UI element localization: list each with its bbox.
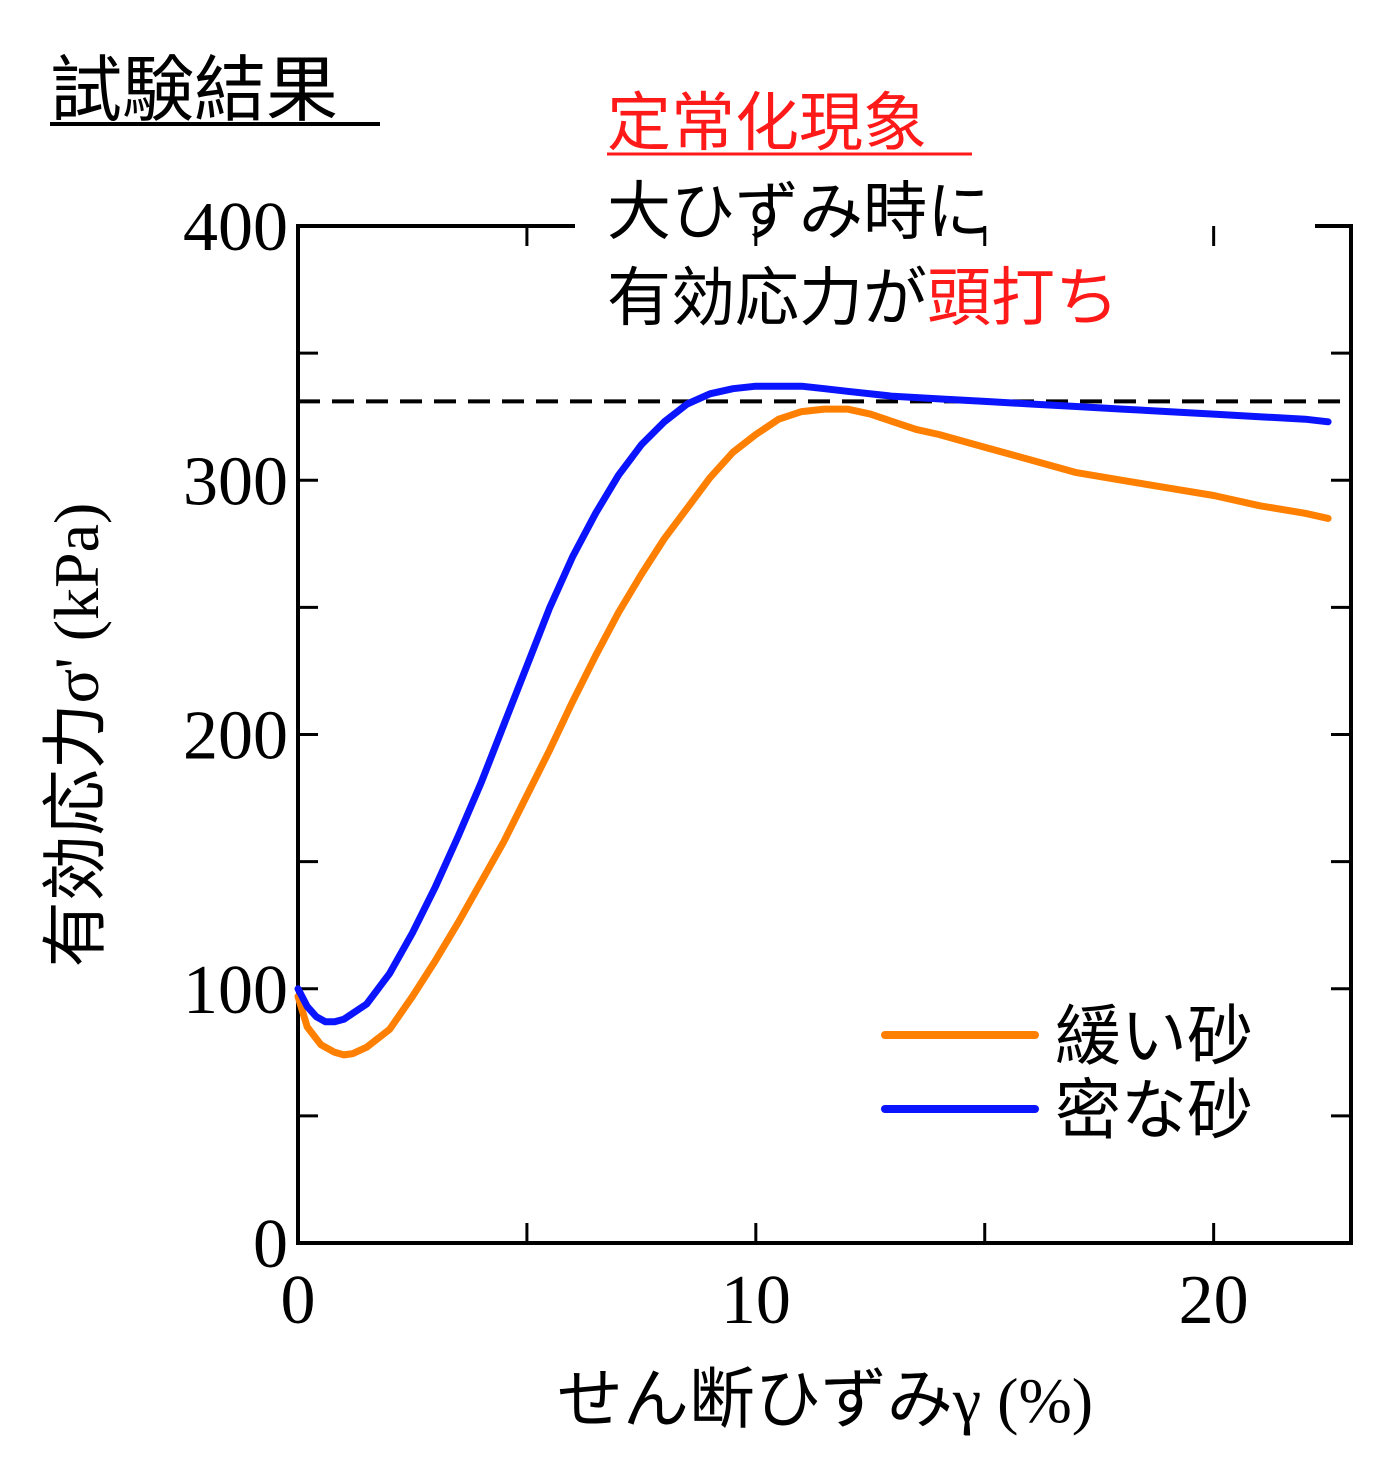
annotation-heading: 定常化現象 bbox=[607, 87, 927, 161]
x-tick-label: 0 bbox=[281, 1262, 316, 1339]
y-tick-label: 300 bbox=[183, 443, 288, 520]
annotation-line1: 大ひずみ時に bbox=[607, 176, 991, 250]
y-tick-label: 100 bbox=[183, 952, 288, 1029]
chart-title: 試験結果 bbox=[50, 48, 338, 132]
series-line-2 bbox=[294, 382, 1332, 1026]
x-tick-label: 20 bbox=[1179, 1262, 1249, 1339]
y-tick-label: 400 bbox=[183, 189, 288, 266]
x-tick-label: 10 bbox=[721, 1262, 791, 1339]
y-axis-label-jp: 有効応力 bbox=[37, 703, 114, 967]
series-line-1 bbox=[294, 405, 1332, 1059]
y-tick-label: 0 bbox=[253, 1206, 288, 1283]
series-layer bbox=[294, 382, 1332, 1059]
x-axis-label-jp: せん断ひずみ bbox=[557, 1361, 953, 1438]
annotation-line2: 有効応力が頭打ち bbox=[607, 262, 1119, 336]
axis-tick-labels: 0 100 200 300 400 0 10 20 bbox=[183, 189, 1249, 1339]
annotation-gap bbox=[575, 218, 1315, 234]
x-axis-label: せん断ひずみγ (%) bbox=[557, 1361, 1093, 1438]
x-axis-label-sym: γ (%) bbox=[952, 1365, 1093, 1436]
axis-ticks bbox=[296, 224, 1351, 1245]
annotation-line2-black: 有効応力が bbox=[607, 262, 927, 336]
legend-label: 密な砂 bbox=[1055, 1072, 1253, 1149]
y-tick-label: 200 bbox=[183, 698, 288, 775]
annotation-line2-red: 頭打ち bbox=[927, 262, 1119, 336]
legend-label: 緩い砂 bbox=[1055, 998, 1253, 1075]
y-axis-label: 有効応力σ' (kPa) bbox=[37, 503, 114, 968]
y-axis-label-sym: σ' (kPa) bbox=[41, 503, 112, 704]
